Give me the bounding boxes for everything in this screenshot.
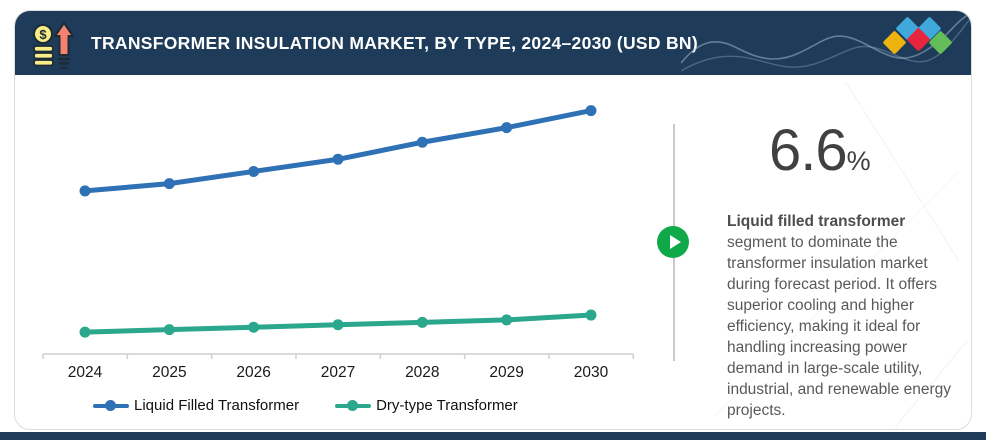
x-tick-label: 2028 <box>405 364 439 381</box>
data-point <box>416 316 428 328</box>
bottom-accent-bar <box>0 432 986 440</box>
series-line-0 <box>82 108 594 194</box>
header-bar: $ TRANSFORMER INSULATION MARKET, BY TYPE… <box>15 11 971 75</box>
legend-item-drytype[interactable]: Dry-type Transformer <box>335 397 518 414</box>
insight-panel: 6.6% Liquid filled transformer segment t… <box>727 119 953 421</box>
insight-bold-lead: Liquid filled transformer <box>727 213 906 230</box>
data-point <box>585 105 597 117</box>
legend-item-liquid[interactable]: Liquid Filled Transformer <box>93 397 299 414</box>
play-button[interactable] <box>657 226 689 258</box>
data-point <box>416 136 428 148</box>
data-point <box>501 122 513 134</box>
legend-marker-drytype <box>335 400 372 411</box>
data-point <box>79 185 91 197</box>
x-tick-label: 2030 <box>574 364 609 381</box>
x-tick-label: 2029 <box>489 364 523 381</box>
cagr-value: 6.6 <box>769 118 848 183</box>
legend-label-drytype: Dry-type Transformer <box>376 397 518 414</box>
diamonds-logo <box>883 17 952 54</box>
x-tick-label: 2024 <box>68 364 103 381</box>
data-point <box>585 309 597 321</box>
percent-sign: % <box>846 146 871 176</box>
series-line-1 <box>82 312 594 335</box>
chart-title: TRANSFORMER INSULATION MARKET, BY TYPE, … <box>91 32 698 53</box>
data-point <box>248 165 260 177</box>
data-point <box>501 314 513 326</box>
money-growth-icon: $ <box>33 22 74 69</box>
cagr-figure: 6.6% <box>769 119 953 193</box>
play-icon <box>669 235 681 249</box>
x-tick-label: 2025 <box>152 364 186 381</box>
data-point <box>332 153 344 165</box>
data-point <box>163 324 175 336</box>
svg-text:$: $ <box>39 27 47 42</box>
insight-text: Liquid filled transformer segment to dom… <box>727 211 953 421</box>
market-card: $ TRANSFORMER INSULATION MARKET, BY TYPE… <box>14 10 972 430</box>
data-point <box>163 178 175 190</box>
data-point <box>332 319 344 331</box>
x-tick-label: 2026 <box>236 364 270 381</box>
chart-legend: Liquid Filled Transformer Dry-type Trans… <box>93 397 518 414</box>
data-point <box>79 326 91 338</box>
x-tick-label: 2027 <box>321 364 355 381</box>
insight-text-rest: segment to dominate the transformer insu… <box>727 234 952 419</box>
legend-marker-liquid <box>93 400 129 411</box>
legend-label-liquid: Liquid Filled Transformer <box>134 397 300 414</box>
data-point <box>248 321 260 333</box>
